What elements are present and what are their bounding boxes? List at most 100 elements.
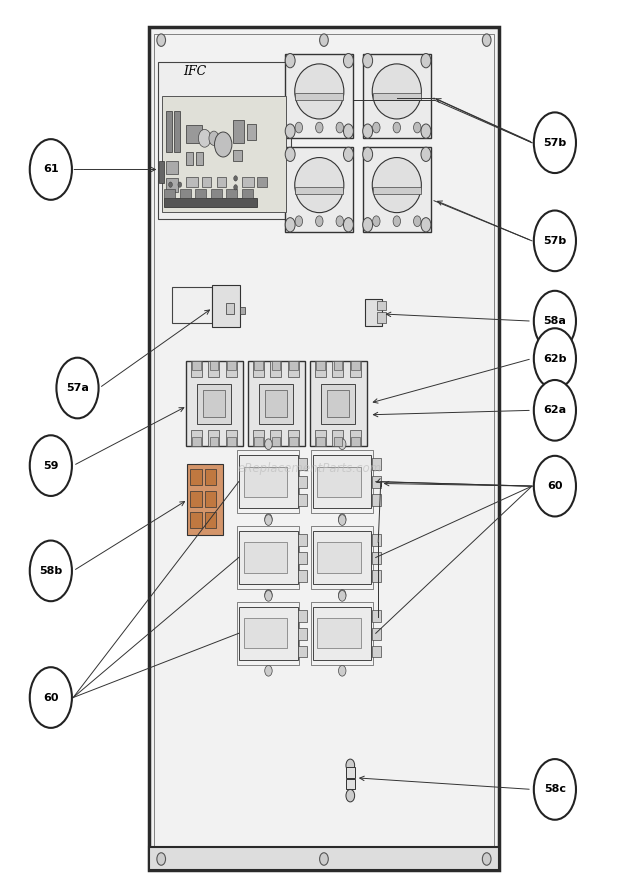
- Bar: [298, 570, 307, 582]
- Circle shape: [336, 216, 343, 227]
- Bar: [311, 526, 373, 589]
- Circle shape: [373, 122, 380, 133]
- Bar: [315, 361, 326, 377]
- Bar: [237, 526, 299, 589]
- Text: 57b: 57b: [543, 235, 567, 246]
- Bar: [334, 437, 342, 446]
- Bar: [242, 189, 253, 198]
- Bar: [208, 361, 219, 377]
- Bar: [226, 430, 237, 446]
- Text: 58c: 58c: [544, 784, 566, 795]
- Bar: [158, 62, 291, 219]
- Bar: [257, 177, 267, 187]
- Bar: [298, 534, 307, 546]
- Bar: [205, 469, 216, 485]
- Circle shape: [209, 131, 219, 145]
- Bar: [317, 542, 361, 573]
- Bar: [313, 455, 371, 508]
- Bar: [372, 610, 381, 622]
- Bar: [191, 430, 202, 446]
- Text: 59: 59: [43, 460, 58, 471]
- Circle shape: [316, 122, 323, 133]
- Circle shape: [265, 591, 272, 601]
- Bar: [192, 361, 201, 370]
- Bar: [248, 361, 305, 446]
- Circle shape: [534, 380, 576, 441]
- Bar: [227, 361, 236, 370]
- Circle shape: [198, 129, 211, 147]
- Bar: [332, 361, 343, 377]
- Bar: [285, 147, 353, 232]
- Bar: [377, 301, 386, 310]
- Bar: [217, 177, 226, 187]
- Bar: [190, 469, 202, 485]
- Circle shape: [373, 216, 380, 227]
- Circle shape: [346, 789, 355, 802]
- Circle shape: [363, 147, 373, 161]
- Circle shape: [30, 435, 72, 496]
- Circle shape: [285, 218, 295, 232]
- Text: 62a: 62a: [543, 405, 567, 416]
- Circle shape: [336, 122, 343, 133]
- Bar: [270, 361, 281, 377]
- Circle shape: [534, 759, 576, 820]
- Bar: [334, 361, 342, 370]
- Bar: [154, 34, 494, 863]
- Bar: [195, 189, 206, 198]
- Bar: [317, 467, 361, 497]
- Bar: [244, 542, 287, 573]
- Bar: [372, 628, 381, 640]
- Circle shape: [265, 515, 272, 525]
- Bar: [211, 189, 222, 198]
- Circle shape: [339, 665, 346, 676]
- Bar: [247, 124, 256, 140]
- Bar: [372, 552, 381, 564]
- Bar: [373, 94, 420, 101]
- Bar: [226, 303, 234, 314]
- Text: 60: 60: [547, 481, 563, 491]
- Bar: [272, 361, 280, 370]
- Ellipse shape: [372, 158, 422, 212]
- Bar: [186, 177, 198, 187]
- Circle shape: [534, 291, 576, 351]
- Bar: [186, 125, 202, 143]
- Bar: [180, 189, 191, 198]
- Circle shape: [346, 759, 355, 772]
- Circle shape: [343, 218, 353, 232]
- Ellipse shape: [372, 64, 422, 119]
- Circle shape: [343, 124, 353, 138]
- Bar: [202, 177, 211, 187]
- Circle shape: [295, 216, 303, 227]
- Circle shape: [339, 439, 346, 450]
- Bar: [166, 178, 178, 192]
- Circle shape: [482, 34, 491, 46]
- Text: eReplacementParts.com: eReplacementParts.com: [238, 462, 382, 475]
- Circle shape: [393, 216, 401, 227]
- Bar: [149, 847, 499, 870]
- Bar: [187, 464, 223, 535]
- Circle shape: [265, 514, 272, 524]
- Bar: [317, 618, 361, 648]
- Bar: [298, 628, 307, 640]
- Circle shape: [265, 665, 272, 676]
- Bar: [244, 618, 287, 648]
- Bar: [313, 607, 371, 660]
- Bar: [166, 161, 178, 174]
- Circle shape: [421, 54, 431, 68]
- Bar: [203, 390, 225, 417]
- Bar: [351, 361, 360, 370]
- Bar: [310, 361, 367, 446]
- Circle shape: [339, 590, 346, 600]
- Bar: [239, 607, 298, 660]
- Bar: [346, 779, 355, 789]
- Bar: [190, 512, 202, 528]
- Bar: [313, 531, 371, 584]
- Circle shape: [339, 591, 346, 601]
- Bar: [237, 450, 299, 513]
- Bar: [254, 437, 263, 446]
- Text: 57b: 57b: [543, 137, 567, 148]
- Text: 61: 61: [43, 164, 59, 175]
- Bar: [288, 430, 299, 446]
- Bar: [210, 361, 218, 370]
- Bar: [191, 361, 202, 377]
